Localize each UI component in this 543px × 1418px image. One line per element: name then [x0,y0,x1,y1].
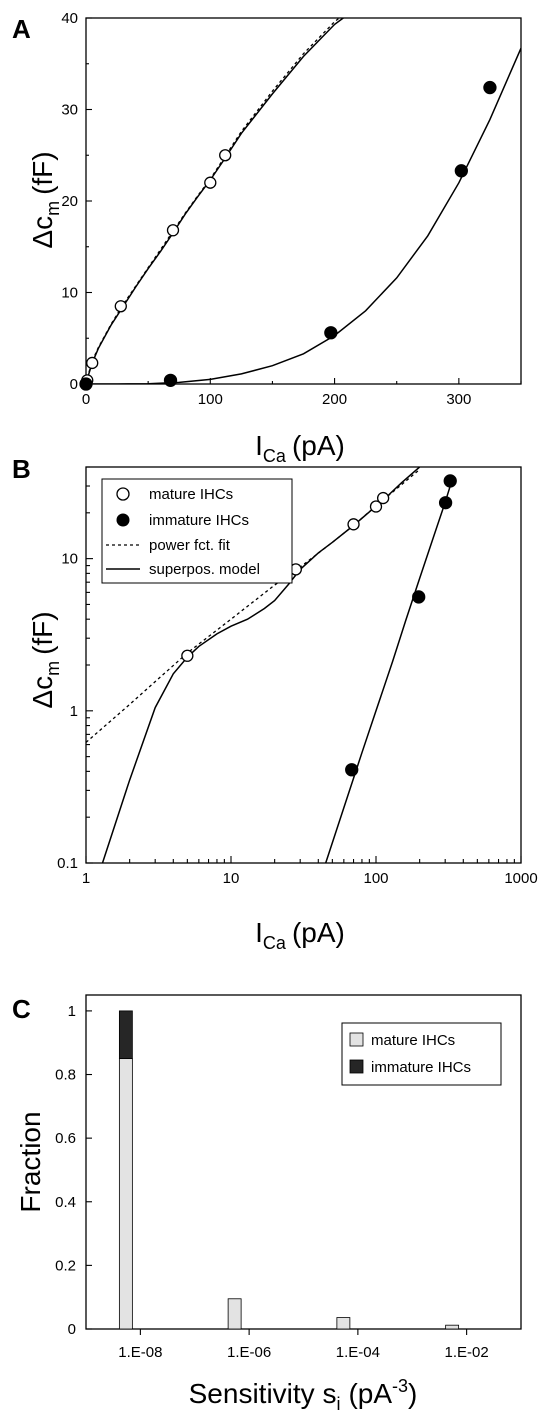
panel-a-immature-point [324,326,338,340]
panel-c-ticks: 0 0.2 0.4 0.6 0.8 1 1.E-08 1.E-06 1.E-04 1.E-02 [55,1003,489,1361]
panel-c-y-tick-label: 0.2 [55,1257,76,1274]
panel-a-immature-point [454,164,468,178]
panel-b-y-tick-label: 10 [61,551,78,568]
panel-b-y-tick-label: 0.1 [57,855,78,872]
panel-c-x-label: Sensitivity si (pA-3) [189,1376,418,1414]
panel-a-frame [85,17,522,385]
legend-immature-label: immature IHCs [149,512,249,529]
panel-c-legend: mature IHCs immature IHCs [341,1022,502,1086]
legend-model-label: superpos. model [149,561,260,578]
panel-a-curve-solid [86,18,345,384]
panel-a-letter: A [12,14,31,44]
panel-c-y-label: Fraction [15,1111,46,1212]
panel-b-points [181,474,457,777]
panel-a-ticks: 0 100 200 300 0 10 20 30 40 [61,10,522,408]
panel-b-mature-point [181,649,194,662]
panel-b-x-tick-label: 1000 [504,870,537,887]
legend-filled-circle-marker [116,513,130,527]
panel-a-curves [86,18,521,384]
panel-b-immature-point [345,763,359,777]
panel-a-immature-point [483,80,497,95]
panel-b-model-curve [324,482,452,863]
panel-b-mature-point [376,491,390,505]
panel-b-x-tick-label: 1 [82,870,90,887]
panel-a-points [79,80,497,391]
panel-a-y-tick-label: 10 [61,285,78,302]
panel-c-mature-bar [227,1298,242,1330]
panel-c-mature-bar [336,1317,351,1330]
panel-c-x-tick-label: 1.E-04 [336,1344,380,1361]
legend-power-fit-label: power fct. fit [149,537,231,554]
panel-a-y-tick-label: 30 [61,102,78,119]
panel-b-mature-point [347,518,360,531]
panel-c-y-tick-label: 1 [68,1003,76,1020]
legend-c-mature-label: mature IHCs [371,1032,455,1049]
legend-mature-swatch [349,1032,364,1047]
panel-b-immature-point [438,496,453,510]
panel-c-x-tick-label: 1.E-08 [118,1344,162,1361]
legend-open-circle-marker [116,487,130,501]
panel-c-y-tick-label: 0.6 [55,1130,76,1147]
panel-a-y-tick-label: 40 [61,10,78,27]
legend-c-immature-label: immature IHCs [371,1059,471,1076]
panel-c-mature-bar [118,1058,133,1330]
panel-b-legend-box [101,478,293,584]
panel-c-x-tick-label: 1.E-02 [445,1344,489,1361]
panel-c-bars [118,1010,460,1330]
panel-b-x-label: ICa (pA) [255,917,345,953]
panel-a-mature-point [166,224,180,237]
legend-immature-swatch [349,1059,364,1074]
panel-a-curve-solid [86,47,521,384]
panel-c-letter: C [12,994,31,1024]
panel-a-y-label: Δcm(fF) [27,151,63,248]
panel-a: A 0 100 200 300 0 10 20 30 40 Δcm(fF) ICa (pA) [12,10,522,466]
panel-a-x-tick-label: 200 [322,391,347,408]
panel-a-x-tick-label: 300 [446,391,471,408]
panel-c-legend-box [341,1022,502,1086]
panel-b-letter: B [12,454,31,484]
panel-b-mature-point [369,500,383,513]
legend-mature-label: mature IHCs [149,486,233,503]
panel-b-immature-point [443,474,457,488]
panel-c-y-tick-label: 0 [68,1321,76,1338]
panel-b-legend: mature IHCs immature IHCs power fct. fit… [101,478,293,584]
panel-a-curve-dotted [86,18,341,384]
panel-a-mature-point [204,176,217,189]
panel-a-x-tick-label: 100 [198,391,223,408]
panel-c: C 0 0.2 0.4 0.6 0.8 1 1.E-08 1.E-06 1.E-04 1.E-02… [12,994,522,1414]
panel-a-immature-point [79,377,93,391]
panel-c-immature-bar [118,1010,133,1060]
panel-a-y-tick-label: 20 [61,193,78,210]
panel-b-y-tick-label: 1 [70,703,78,720]
panel-b-y-label: Δcm(fF) [27,611,63,708]
panel-b-immature-point [412,590,426,604]
panel-c-y-tick-label: 0.8 [55,1067,76,1084]
panel-c-y-tick-label: 0.4 [55,1194,76,1211]
panel-c-frame [85,994,522,1330]
panel-c-x-tick-label: 1.E-06 [227,1344,271,1361]
panel-b-x-tick-label: 10 [223,870,240,887]
panel-a-x-tick-label: 0 [82,391,90,408]
panel-a-mature-point [86,356,99,370]
panel-a-mature-point [219,149,232,162]
panel-a-x-label: ICa (pA) [255,430,345,466]
panel-a-immature-point [163,373,178,387]
panel-a-y-tick-label: 0 [70,376,78,393]
panel-b-x-tick-label: 100 [363,870,388,887]
panel-a-mature-point [114,300,127,313]
panel-c-mature-bar [445,1324,460,1330]
